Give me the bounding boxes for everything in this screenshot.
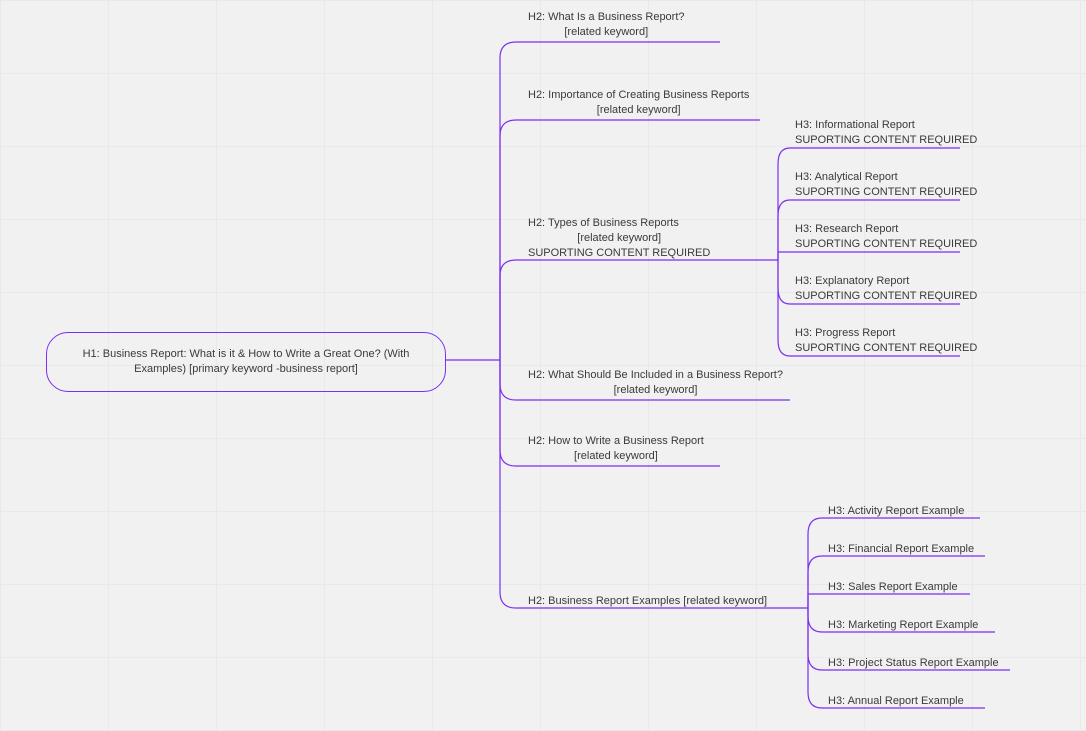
node-sub: SUPORTING CONTENT REQUIRED <box>795 185 977 200</box>
node-title: H3: Sales Report Example <box>828 580 958 595</box>
h3-explanatory[interactable]: H3: Explanatory Report SUPORTING CONTENT… <box>795 274 977 304</box>
h3-project-example[interactable]: H3: Project Status Report Example <box>828 656 999 671</box>
node-title: H2: Importance of Creating Business Repo… <box>528 88 749 103</box>
node-title: H3: Financial Report Example <box>828 542 974 557</box>
node-title: H2: Types of Business Reports <box>528 216 710 231</box>
h3-annual-example[interactable]: H3: Annual Report Example <box>828 694 964 709</box>
h2-included[interactable]: H2: What Should Be Included in a Busines… <box>528 368 783 398</box>
h3-financial-example[interactable]: H3: Financial Report Example <box>828 542 974 557</box>
root-subtitle: [primary keyword -business report] <box>189 363 358 375</box>
h3-sales-example[interactable]: H3: Sales Report Example <box>828 580 958 595</box>
h3-analytical[interactable]: H3: Analytical Report SUPORTING CONTENT … <box>795 170 977 200</box>
node-title: H2: What Should Be Included in a Busines… <box>528 368 783 383</box>
node-title: H3: Activity Report Example <box>828 504 964 519</box>
h2-howto[interactable]: H2: How to Write a Business Report [rela… <box>528 434 704 464</box>
h3-marketing-example[interactable]: H3: Marketing Report Example <box>828 618 978 633</box>
h2-importance[interactable]: H2: Importance of Creating Business Repo… <box>528 88 749 118</box>
node-title: H3: Research Report <box>795 222 977 237</box>
node-title: H3: Progress Report <box>795 326 977 341</box>
node-title: H3: Marketing Report Example <box>828 618 978 633</box>
h3-activity-example[interactable]: H3: Activity Report Example <box>828 504 964 519</box>
node-sub2: SUPORTING CONTENT REQUIRED <box>528 246 710 261</box>
node-sub: [related keyword] <box>528 25 685 40</box>
node-title: H3: Project Status Report Example <box>828 656 999 671</box>
h2-types[interactable]: H2: Types of Business Reports [related k… <box>528 216 710 261</box>
h3-progress[interactable]: H3: Progress Report SUPORTING CONTENT RE… <box>795 326 977 356</box>
node-sub: [related keyword] <box>528 103 749 118</box>
node-title: H2: What Is a Business Report? <box>528 10 685 25</box>
node-sub: SUPORTING CONTENT REQUIRED <box>795 289 977 304</box>
root-node[interactable]: H1: Business Report: What is it & How to… <box>46 332 446 392</box>
h2-what-is[interactable]: H2: What Is a Business Report? [related … <box>528 10 685 40</box>
node-title: H2: How to Write a Business Report <box>528 434 704 449</box>
node-sub: SUPORTING CONTENT REQUIRED <box>795 237 977 252</box>
h2-examples[interactable]: H2: Business Report Examples [related ke… <box>528 594 767 609</box>
node-title: H3: Analytical Report <box>795 170 977 185</box>
node-title: H3: Explanatory Report <box>795 274 977 289</box>
node-title: H2: Business Report Examples [related ke… <box>528 594 767 609</box>
node-sub: SUPORTING CONTENT REQUIRED <box>795 133 977 148</box>
node-title: H3: Annual Report Example <box>828 694 964 709</box>
node-sub: SUPORTING CONTENT REQUIRED <box>795 341 977 356</box>
h3-informational[interactable]: H3: Informational Report SUPORTING CONTE… <box>795 118 977 148</box>
node-sub: [related keyword] <box>528 231 710 246</box>
node-sub: [related keyword] <box>528 449 704 464</box>
node-title: H3: Informational Report <box>795 118 977 133</box>
node-sub: [related keyword] <box>528 383 783 398</box>
h3-research[interactable]: H3: Research Report SUPORTING CONTENT RE… <box>795 222 977 252</box>
